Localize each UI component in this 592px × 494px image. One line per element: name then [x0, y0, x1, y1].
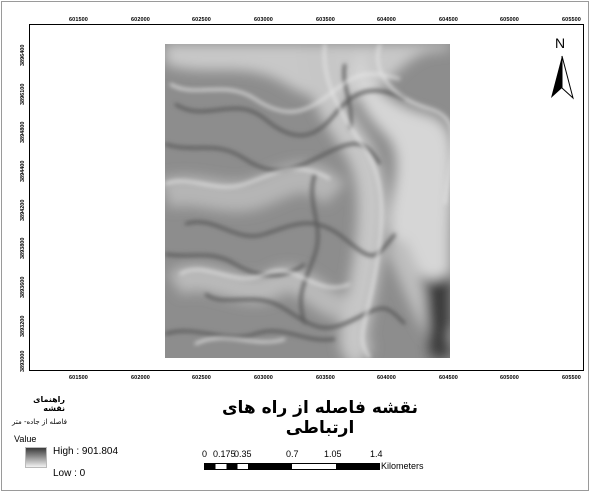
scale-units: Kilometers: [381, 461, 424, 471]
scale-label: 0: [202, 449, 208, 459]
y-tick-left: 3896100: [20, 83, 26, 105]
scale-label: 1.05: [324, 449, 342, 459]
x-tick-bottom: 605000: [500, 375, 519, 381]
x-tick-top: 604500: [439, 17, 458, 23]
y-tick-left: 3894200: [20, 199, 26, 221]
scale-label: 0.175: [213, 449, 236, 459]
x-tick-bottom: 603000: [254, 375, 273, 381]
scale-label: 0.35: [234, 449, 252, 459]
x-tick-bottom: 604500: [439, 375, 458, 381]
scale-label: 1.4: [370, 449, 383, 459]
x-tick-top: 601500: [69, 17, 88, 23]
map-frame[interactable]: [29, 24, 584, 371]
legend-high-label: High : 901.804: [53, 446, 119, 457]
north-label: N: [555, 35, 566, 51]
raster-image: [165, 44, 450, 358]
x-tick-top: 605500: [562, 17, 581, 23]
x-tick-top: 603000: [254, 17, 273, 23]
y-tick-left: 3894800: [20, 121, 26, 143]
legend-low-label: Low : 0: [53, 468, 86, 479]
scale-bar: [204, 463, 380, 470]
x-tick-bottom: 602500: [192, 375, 211, 381]
x-tick-top: 602500: [192, 17, 211, 23]
y-tick-left: 3893200: [20, 315, 26, 337]
legend-title: راهنمای نقشه: [33, 395, 65, 413]
x-tick-bottom: 601500: [69, 375, 88, 381]
scale-label: 0.7: [286, 449, 299, 459]
y-tick-left: 3894400: [20, 160, 26, 182]
x-tick-bottom: 604000: [377, 375, 396, 381]
y-tick-left: 3896400: [20, 44, 26, 66]
y-tick-left: 3893800: [20, 237, 26, 259]
x-tick-top: 602000: [131, 17, 150, 23]
x-tick-top: 604000: [377, 17, 396, 23]
map-title: نقشه فاصله از راه های ارتباطی: [221, 398, 419, 438]
y-tick-left: 3893600: [20, 276, 26, 298]
legend-color-ramp: [25, 447, 47, 468]
distance-raster[interactable]: [165, 44, 450, 358]
y-tick-left: 3893000: [20, 350, 26, 372]
x-tick-top: 605000: [500, 17, 519, 23]
x-tick-bottom: 605500: [562, 375, 581, 381]
legend-subtitle: فاصله از جاده- متر: [12, 418, 67, 426]
x-tick-bottom: 602000: [131, 375, 150, 381]
north-arrow-icon: [551, 55, 574, 100]
legend-value-label: Value: [14, 434, 37, 444]
x-tick-top: 603500: [316, 17, 335, 23]
x-tick-bottom: 603500: [316, 375, 335, 381]
